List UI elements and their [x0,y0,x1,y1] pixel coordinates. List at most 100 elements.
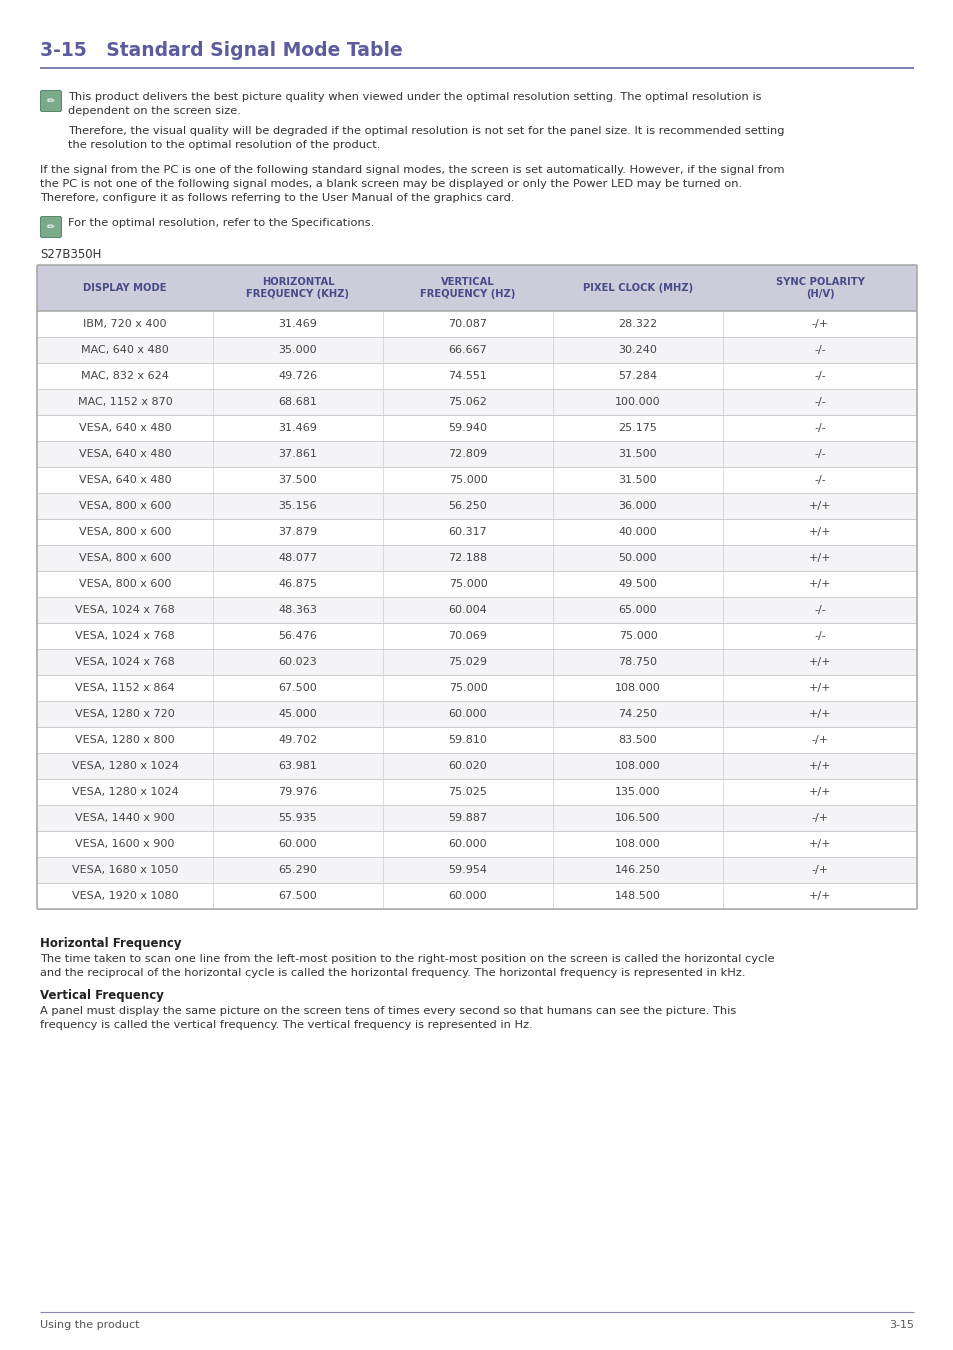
Text: and the reciprocal of the horizontal cycle is called the horizontal frequency. T: and the reciprocal of the horizontal cyc… [40,968,744,977]
Bar [37,701,916,728]
Text: 60.000: 60.000 [448,709,487,720]
Text: 25.175: 25.175 [618,423,657,433]
Text: 108.000: 108.000 [615,838,660,849]
Text: the resolution to the optimal resolution of the product.: the resolution to the optimal resolution… [68,140,380,150]
Text: +/+: +/+ [808,891,830,900]
Text: MAC, 1152 x 870: MAC, 1152 x 870 [77,397,172,406]
Text: -/-: -/- [813,346,825,355]
Text: 31.500: 31.500 [618,450,657,459]
Text: -/-: -/- [813,630,825,641]
Bar [37,265,916,310]
Text: -/+: -/+ [811,813,828,823]
Bar [37,857,916,883]
Text: 31.469: 31.469 [278,319,317,329]
Text: 70.069: 70.069 [448,630,487,641]
Text: 45.000: 45.000 [278,709,317,720]
Text: 37.879: 37.879 [278,526,317,537]
Text: VESA, 640 x 480: VESA, 640 x 480 [78,450,172,459]
Text: VESA, 640 x 480: VESA, 640 x 480 [78,423,172,433]
Text: 60.000: 60.000 [278,838,317,849]
Text: dependent on the screen size.: dependent on the screen size. [68,107,240,116]
Text: 108.000: 108.000 [615,683,660,693]
Text: VESA, 800 x 600: VESA, 800 x 600 [79,501,171,512]
Bar [37,338,916,363]
Text: -/-: -/- [813,475,825,485]
Text: VESA, 1280 x 800: VESA, 1280 x 800 [75,734,174,745]
Text: -/-: -/- [813,397,825,406]
Text: Vertical Frequency: Vertical Frequency [40,990,164,1002]
Text: 74.551: 74.551 [448,371,487,381]
Text: 56.476: 56.476 [278,630,317,641]
Text: -/-: -/- [813,450,825,459]
Text: 75.062: 75.062 [448,397,487,406]
Text: -/-: -/- [813,605,825,616]
Bar [37,597,916,622]
Text: -/-: -/- [813,371,825,381]
Text: VESA, 1152 x 864: VESA, 1152 x 864 [75,683,174,693]
Text: 63.981: 63.981 [278,761,317,771]
Text: 70.087: 70.087 [448,319,487,329]
Text: +/+: +/+ [808,761,830,771]
Text: IBM, 720 x 400: IBM, 720 x 400 [83,319,167,329]
Text: VESA, 1280 x 1024: VESA, 1280 x 1024 [71,787,178,796]
Text: VERTICAL
FREQUENCY (HZ): VERTICAL FREQUENCY (HZ) [420,277,516,298]
Bar [37,545,916,571]
Text: -/+: -/+ [811,734,828,745]
Bar [37,518,916,545]
Bar [37,805,916,832]
Text: 108.000: 108.000 [615,761,660,771]
Text: 28.322: 28.322 [618,319,657,329]
Bar [37,728,916,753]
Text: VESA, 1280 x 720: VESA, 1280 x 720 [75,709,174,720]
Text: 37.861: 37.861 [278,450,317,459]
Text: S27B350H: S27B350H [40,248,101,261]
Text: 68.681: 68.681 [278,397,317,406]
Bar [37,467,916,493]
Text: 75.000: 75.000 [448,579,487,589]
Text: +/+: +/+ [808,838,830,849]
Text: 79.976: 79.976 [278,787,317,796]
Text: 100.000: 100.000 [615,397,660,406]
Text: 30.240: 30.240 [618,346,657,355]
Text: 59.940: 59.940 [448,423,487,433]
Text: the PC is not one of the following signal modes, a blank screen may be displayed: the PC is not one of the following signa… [40,180,741,189]
Text: 75.029: 75.029 [448,657,487,667]
Text: VESA, 1680 x 1050: VESA, 1680 x 1050 [71,865,178,875]
Text: 74.250: 74.250 [618,709,657,720]
Text: 59.954: 59.954 [448,865,487,875]
Text: VESA, 1024 x 768: VESA, 1024 x 768 [75,605,174,616]
Text: VESA, 1440 x 900: VESA, 1440 x 900 [75,813,174,823]
Text: 60.023: 60.023 [278,657,317,667]
Text: 36.000: 36.000 [618,501,657,512]
Text: +/+: +/+ [808,526,830,537]
Text: SYNC POLARITY
(H/V): SYNC POLARITY (H/V) [775,277,863,298]
Text: If the signal from the PC is one of the following standard signal modes, the scr: If the signal from the PC is one of the … [40,165,783,176]
Text: 67.500: 67.500 [278,891,317,900]
Bar [37,622,916,649]
Text: -/-: -/- [813,423,825,433]
Text: +/+: +/+ [808,501,830,512]
Text: 75.025: 75.025 [448,787,487,796]
Bar [37,310,916,338]
Text: 135.000: 135.000 [615,787,660,796]
Text: 49.500: 49.500 [618,579,657,589]
Text: 46.875: 46.875 [278,579,317,589]
Bar [37,675,916,701]
Text: frequency is called the vertical frequency. The vertical frequency is represente: frequency is called the vertical frequen… [40,1021,532,1030]
Text: +/+: +/+ [808,579,830,589]
Text: 59.810: 59.810 [448,734,487,745]
Text: -/+: -/+ [811,319,828,329]
Text: 37.500: 37.500 [278,475,317,485]
Text: 59.887: 59.887 [448,813,487,823]
Bar [37,441,916,467]
Text: -/+: -/+ [811,865,828,875]
Text: VESA, 800 x 600: VESA, 800 x 600 [79,554,171,563]
Text: ✏: ✏ [47,96,55,107]
Bar [37,363,916,389]
Text: 31.500: 31.500 [618,475,657,485]
Text: 49.702: 49.702 [278,734,317,745]
Text: 35.000: 35.000 [278,346,317,355]
Text: 3-15   Standard Signal Mode Table: 3-15 Standard Signal Mode Table [40,40,402,59]
Bar [37,883,916,909]
Text: +/+: +/+ [808,787,830,796]
